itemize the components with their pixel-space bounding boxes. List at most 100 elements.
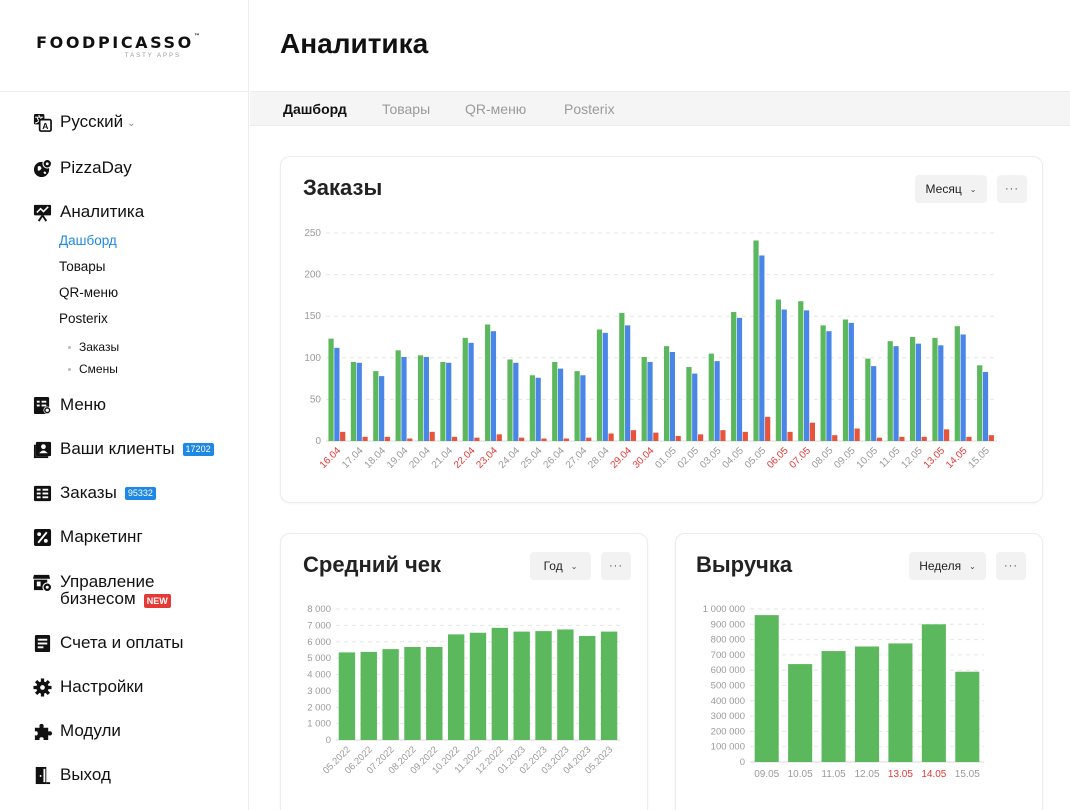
sidebar-subitem-posterix[interactable]: Posterix	[59, 311, 108, 326]
x-tick-label: 22.04	[452, 445, 478, 471]
x-tick-label: 30.04	[631, 445, 657, 471]
y-tick-label: 0	[326, 735, 331, 746]
bar	[982, 371, 989, 441]
restaurant-label: PizzaDay	[60, 158, 132, 177]
sidebar-item-menu[interactable]: Меню	[32, 395, 106, 415]
bar	[557, 629, 574, 740]
sidebar-item-modules[interactable]: Модули	[32, 721, 121, 741]
sidebar-subitem-qr-menu[interactable]: QR-меню	[59, 285, 119, 300]
revenue-period-dropdown[interactable]: Неделя ⌄	[909, 552, 986, 580]
bar	[854, 646, 880, 762]
bar	[535, 377, 541, 441]
orders-more-button[interactable]: ···	[997, 175, 1027, 203]
bar	[401, 356, 407, 441]
sidebar-item-analytics[interactable]: Аналитика	[32, 202, 144, 222]
bar	[754, 615, 779, 762]
revenue-card: Выручка Неделя ⌄ ··· 0 100 000 200 000 300 0…	[675, 533, 1043, 810]
x-tick-label: 09.05	[832, 445, 858, 471]
bar	[338, 652, 356, 740]
bar	[507, 359, 513, 441]
y-tick-label: 2 000	[307, 702, 331, 713]
page-title: Аналитика	[280, 28, 429, 59]
sidebar-item-orders[interactable]: Заказы 95332	[32, 483, 156, 503]
bar	[350, 361, 357, 441]
sidebar-item-billing[interactable]: Счета и оплаты	[32, 633, 184, 653]
new-badge: NEW	[143, 594, 171, 608]
logo-wordmark: FOODPICASSO™	[36, 32, 200, 52]
x-tick-label: 29.04	[609, 445, 635, 471]
y-tick-label: 50	[310, 394, 322, 405]
bar	[708, 353, 714, 441]
sidebar-item-label: Аналитика	[60, 202, 145, 221]
period-label: Месяц	[925, 182, 962, 196]
x-tick-label: 04.05	[720, 445, 746, 471]
bar	[765, 416, 771, 441]
revenue-card-title: Выручка	[696, 552, 793, 577]
bar	[362, 436, 368, 441]
restaurant-selector[interactable]: PizzaDay	[32, 158, 132, 178]
x-tick-label: 02.05	[676, 445, 702, 471]
presentation-chart-icon	[32, 202, 52, 222]
bar	[787, 431, 793, 441]
bar	[663, 346, 670, 441]
revenue-more-button[interactable]: ···	[996, 552, 1026, 580]
sidebar-subitem-products[interactable]: Товары	[59, 259, 106, 274]
sidebar-subsubitem-shifts[interactable]: Смены	[68, 362, 118, 376]
logo[interactable]: FOODPICASSO™ TASTY APPS	[0, 0, 248, 92]
bar	[395, 350, 401, 441]
orders-period-dropdown[interactable]: Месяц ⌄	[915, 175, 987, 203]
bar	[490, 331, 497, 441]
bar	[513, 362, 519, 441]
receipt-list-icon	[32, 483, 52, 503]
bar	[426, 646, 443, 740]
bar	[474, 437, 480, 441]
sidebar-subitem-dashboard[interactable]: Дашборд	[59, 233, 117, 248]
bar	[407, 438, 413, 441]
bar	[552, 361, 558, 441]
bar	[697, 434, 704, 441]
bar	[842, 319, 849, 441]
orders-card-title: Заказы	[303, 175, 383, 200]
bar	[821, 651, 846, 762]
bar	[641, 356, 647, 441]
bar	[826, 331, 832, 441]
chevron-down-icon: ⌄	[969, 184, 977, 194]
tab-dashboard[interactable]: Дашборд	[283, 101, 347, 117]
tab-bar: Дашборд Товары QR-меню Posterix	[250, 91, 1070, 126]
bar	[586, 437, 592, 441]
avg-check-period-dropdown[interactable]: Год ⌄	[530, 552, 591, 580]
chevron-down-icon: ⌄	[127, 118, 136, 129]
bar	[373, 371, 379, 441]
x-tick-label: 12.05	[899, 445, 925, 471]
sidebar-subsubitem-orders[interactable]: Заказы	[68, 340, 119, 354]
period-label: Год	[543, 559, 563, 573]
tab-posterix[interactable]: Posterix	[564, 101, 615, 117]
x-tick-label: 25.04	[519, 445, 545, 471]
avg-check-more-button[interactable]: ···	[601, 552, 631, 580]
bar	[535, 631, 552, 740]
bar	[966, 436, 972, 441]
logo-tagline: TASTY APPS	[124, 52, 182, 59]
sidebar-item-business[interactable]: Управление бизнесом NEW	[32, 573, 171, 608]
bar	[541, 438, 547, 441]
subsub-label: Смены	[79, 362, 118, 376]
puzzle-icon	[32, 721, 52, 741]
percent-icon	[32, 527, 52, 547]
sidebar-item-clients[interactable]: Ваши клиенты 17202	[32, 439, 214, 459]
orders-card: Заказы Месяц ⌄ ··· 0 50 100 150 200 250 16.04 17…	[280, 156, 1043, 503]
x-tick-label: 13.05	[922, 445, 948, 471]
bar	[602, 332, 608, 441]
bar	[513, 631, 530, 740]
bar	[714, 361, 720, 441]
sidebar-item-marketing[interactable]: Маркетинг	[32, 527, 143, 547]
language-label: Русский	[60, 112, 124, 131]
tab-qr-menu[interactable]: QR-меню	[465, 101, 527, 117]
bar	[943, 429, 950, 441]
sidebar-item-logout[interactable]: Выход	[32, 765, 111, 785]
sidebar-item-label: Меню	[60, 395, 106, 414]
bar	[379, 376, 385, 441]
tab-products[interactable]: Товары	[382, 101, 431, 117]
y-tick-label: 6 000	[307, 637, 331, 648]
sidebar-item-settings[interactable]: Настройки	[32, 677, 143, 697]
